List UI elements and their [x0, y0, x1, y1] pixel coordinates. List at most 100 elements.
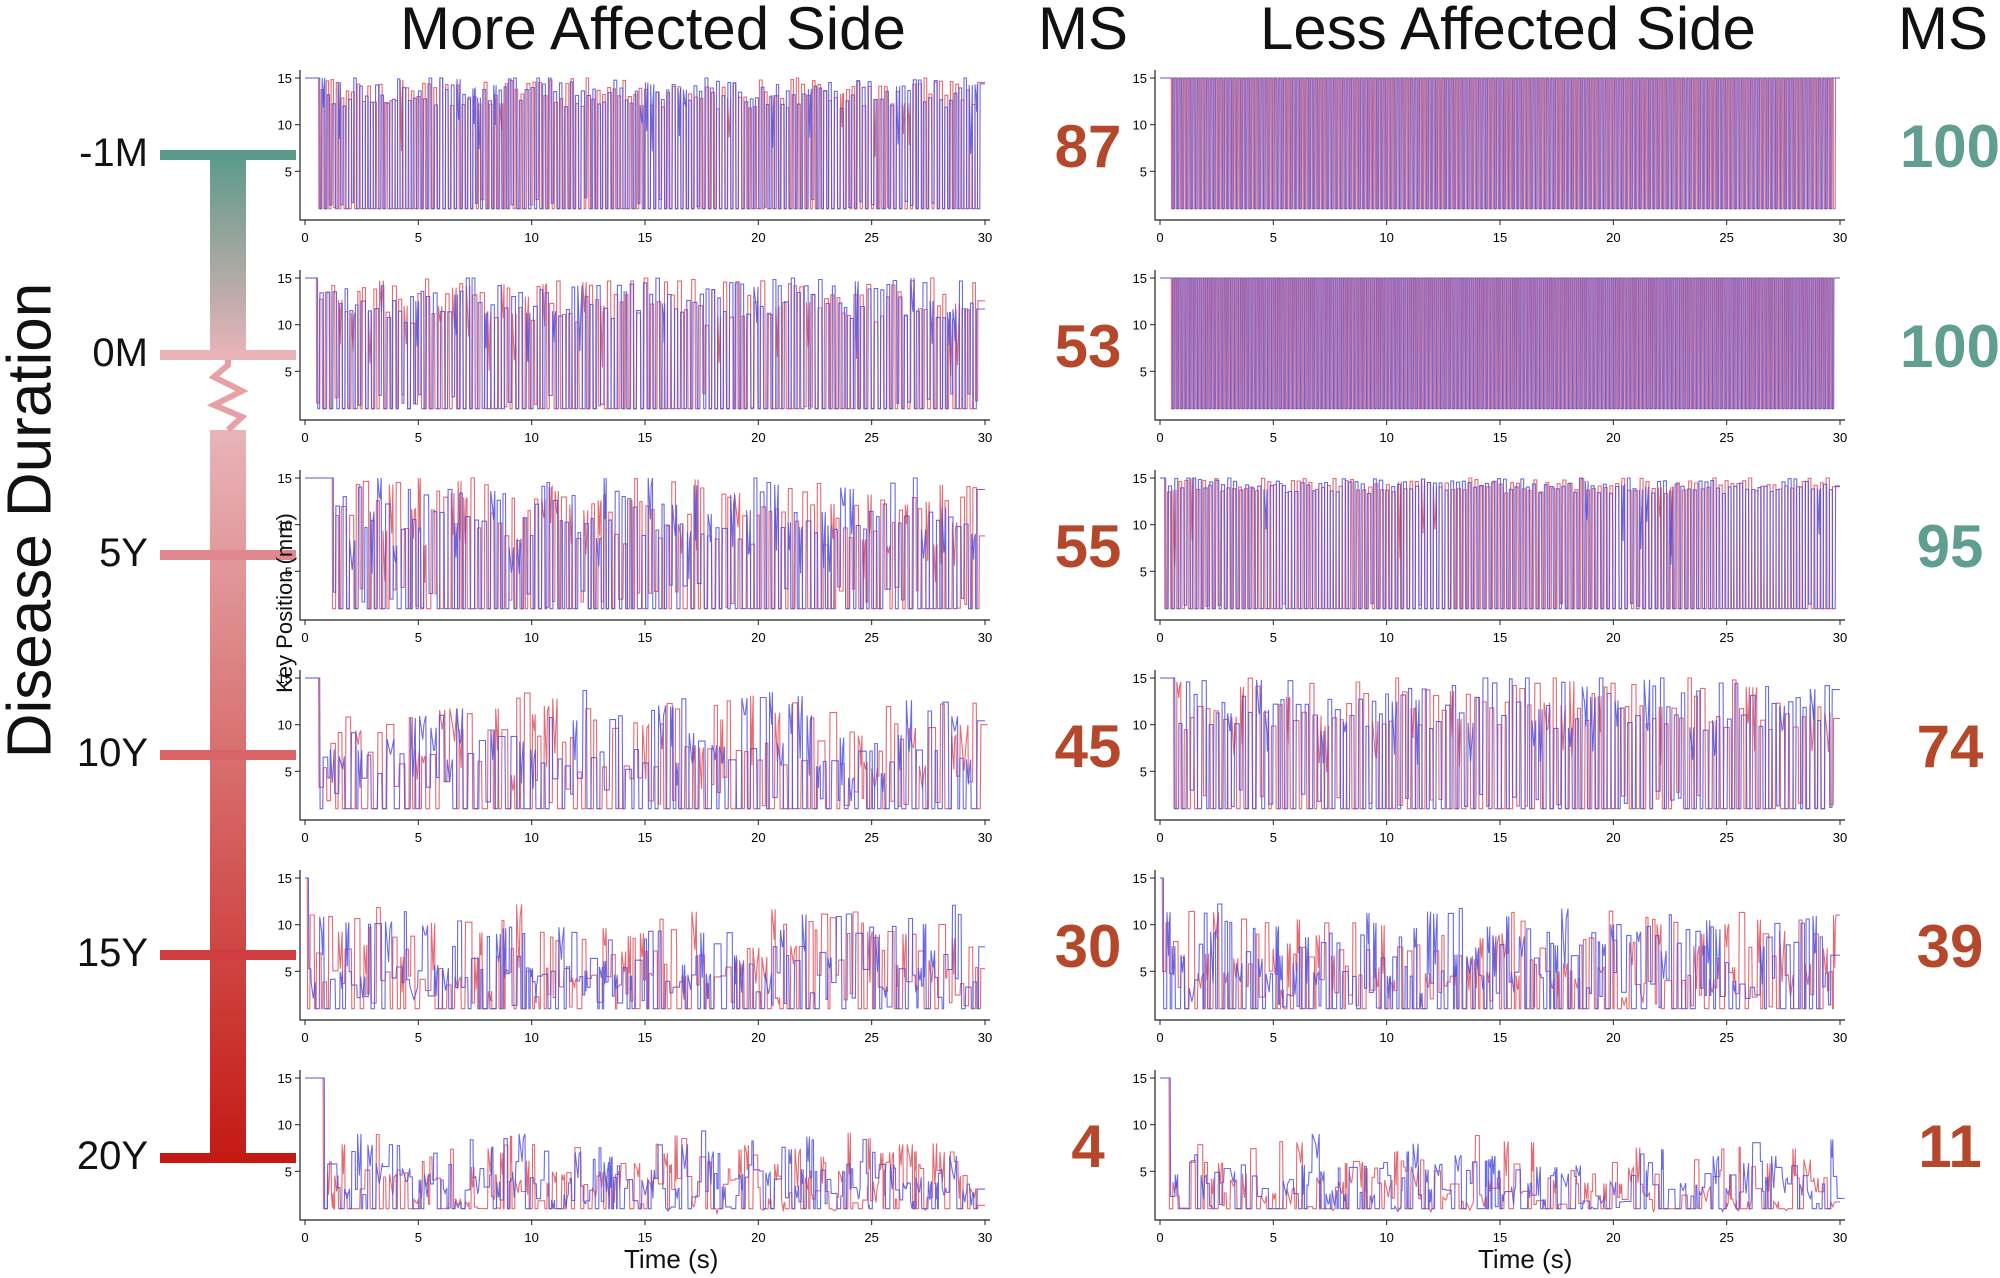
x-tick-label: 20: [1606, 1030, 1620, 1045]
axis-lines: [299, 670, 990, 821]
x-tick-label: 25: [1719, 430, 1733, 445]
series-line-red: [305, 477, 985, 610]
x-tick-label: 30: [978, 1030, 992, 1045]
x-tick-label: 30: [1833, 1030, 1847, 1045]
x-tick-label: 20: [1606, 430, 1620, 445]
y-tick-label: 5: [285, 364, 292, 379]
ms-score-right: 100: [1899, 313, 2000, 380]
x-tick-label: 30: [978, 1230, 992, 1245]
y-tick-label: 5: [285, 764, 292, 779]
x-tick-label: 5: [1270, 230, 1277, 245]
timeline-bar-top: [210, 155, 246, 355]
series-line-red: [305, 277, 985, 410]
timeline-bar: [160, 150, 296, 1163]
panel-left-0: 0 5 10 15 20 25 30 5 10 15: [278, 70, 992, 245]
x-tick-label: 30: [1833, 230, 1847, 245]
y-tick-label: 10: [278, 918, 292, 933]
series-line-blue: [1160, 77, 1840, 210]
x-tick-label: 10: [1379, 830, 1393, 845]
x-tick-label: 5: [415, 230, 422, 245]
x-tick-label: 25: [1719, 830, 1733, 845]
x-tick-label: 5: [1270, 1230, 1277, 1245]
x-tick-label: 5: [415, 630, 422, 645]
x-tick-label: 10: [1379, 230, 1393, 245]
x-tick-label: 10: [1379, 1230, 1393, 1245]
timeline-break-zigzag: [206, 355, 249, 433]
x-tick-label: 5: [415, 830, 422, 845]
x-tick-label: 5: [415, 1230, 422, 1245]
x-tick-label: 10: [524, 230, 538, 245]
y-tick-label: 5: [1140, 964, 1147, 979]
series-line-red: [1160, 77, 1840, 210]
y-tick-label: 15: [1133, 71, 1147, 86]
axis-lines: [299, 470, 990, 621]
x-tick-label: 20: [1606, 630, 1620, 645]
y-tick-label: 15: [1133, 871, 1147, 886]
x-tick-label: 0: [301, 630, 308, 645]
x-tick-label: 5: [415, 1030, 422, 1045]
x-tick-label: 10: [1379, 430, 1393, 445]
series-line-blue: [305, 277, 985, 410]
x-tick-label: 0: [1156, 430, 1163, 445]
axis-lines: [299, 1070, 990, 1221]
axis-lines: [1154, 1070, 1845, 1221]
timeline-tick: [160, 1153, 296, 1163]
x-tick-label: 20: [751, 430, 765, 445]
y-tick-label: 5: [285, 1164, 292, 1179]
x-tick-label: 0: [1156, 1030, 1163, 1045]
x-tick-label: 30: [978, 230, 992, 245]
x-tick-label: 25: [864, 1230, 878, 1245]
y-tick-label: 15: [1133, 1071, 1147, 1086]
panel-left-2: 0 5 10 15 20 25 30 5 10 15: [278, 470, 992, 645]
x-tick-label: 20: [1606, 230, 1620, 245]
series-line-red: [1160, 877, 1840, 1010]
y-tick-label: 10: [1133, 918, 1147, 933]
ms-score-right: 100: [1899, 113, 2000, 180]
timeline-tick: [160, 350, 296, 360]
axis-lines: [1154, 870, 1845, 1021]
panel-right-2: 0 5 10 15 20 25 30 5 10 15: [1133, 470, 1847, 645]
x-tick-label: 25: [864, 430, 878, 445]
series-line-blue: [305, 477, 985, 610]
x-tick-label: 20: [1606, 830, 1620, 845]
panel-left-3: 0 5 10 15 20 25 30 5 10 15: [278, 670, 992, 845]
y-tick-label: 15: [278, 271, 292, 286]
y-tick-label: 10: [1133, 1118, 1147, 1133]
panel-left-1: 0 5 10 15 20 25 30 5 10 15: [278, 270, 992, 445]
ms-score-left: 30: [1054, 913, 1122, 980]
right-ms-header: MS: [1898, 0, 1988, 62]
x-tick-label: 0: [1156, 630, 1163, 645]
x-tick-label: 20: [751, 630, 765, 645]
x-tick-label: 0: [301, 830, 308, 845]
series-line-blue: [305, 677, 985, 810]
series-line-blue: [1160, 477, 1840, 610]
series-line-red: [305, 1077, 985, 1215]
x-tick-label: 0: [301, 230, 308, 245]
ms-score-left: 45: [1054, 713, 1122, 780]
axis-lines: [299, 270, 990, 421]
series-line-blue: [1160, 877, 1840, 1010]
y-tick-label: 15: [278, 471, 292, 486]
timeline-tick: [160, 150, 296, 160]
y-tick-label: 5: [1140, 364, 1147, 379]
x-tick-label: 5: [1270, 830, 1277, 845]
x-tick-label: 0: [301, 1030, 308, 1045]
axis-lines: [1154, 670, 1845, 821]
right-column-title: Less Affected Side: [1260, 0, 1756, 62]
x-tick-label: 5: [415, 430, 422, 445]
y-tick-label: 10: [278, 318, 292, 333]
ms-score-right: 74: [1916, 713, 1984, 780]
y-tick-label: 15: [1133, 271, 1147, 286]
panel-right-0: 0 5 10 15 20 25 30 5 10 15: [1133, 70, 1847, 245]
x-tick-label: 25: [1719, 1030, 1733, 1045]
y-tick-label: 15: [278, 71, 292, 86]
x-tick-label: 25: [864, 830, 878, 845]
x-tick-label: 25: [1719, 630, 1733, 645]
x-tick-label: 0: [1156, 230, 1163, 245]
y-tick-label: 10: [278, 1118, 292, 1133]
y-tick-label: 10: [1133, 118, 1147, 133]
x-tick-label: 10: [1379, 630, 1393, 645]
panel-right-3: 0 5 10 15 20 25 30 5 10 15: [1133, 670, 1847, 845]
x-tick-label: 15: [1493, 1030, 1507, 1045]
